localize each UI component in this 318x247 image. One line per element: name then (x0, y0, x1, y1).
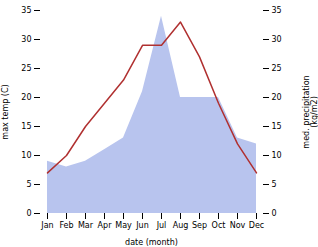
svg-text:20: 20 (272, 93, 282, 102)
svg-text:Mar: Mar (78, 221, 94, 230)
svg-text:5: 5 (272, 180, 277, 189)
svg-text:Jul: Jul (156, 221, 167, 230)
svg-text:date (month): date (month) (125, 238, 178, 247)
svg-text:Dec: Dec (249, 221, 264, 230)
svg-text:0: 0 (26, 209, 31, 218)
svg-text:Jan: Jan (40, 221, 53, 230)
svg-text:Apr: Apr (98, 221, 113, 230)
svg-text:35: 35 (272, 6, 282, 15)
svg-text:5: 5 (26, 180, 31, 189)
svg-text:10: 10 (272, 151, 282, 160)
svg-text:30: 30 (272, 35, 282, 44)
svg-text:max temp (C): max temp (C) (1, 84, 10, 139)
svg-text:Aug: Aug (173, 221, 189, 230)
svg-text:Sep: Sep (192, 221, 207, 230)
svg-text:25: 25 (272, 64, 282, 73)
svg-text:20: 20 (21, 93, 31, 102)
svg-text:Jun: Jun (135, 221, 149, 230)
svg-text:25: 25 (21, 64, 31, 73)
svg-text:May: May (115, 221, 132, 230)
svg-text:Feb: Feb (59, 221, 73, 230)
svg-text:10: 10 (21, 151, 31, 160)
svg-text:35: 35 (21, 6, 31, 15)
svg-text:med. precipitation(kg/m2): med. precipitation(kg/m2) (302, 75, 318, 148)
svg-text:15: 15 (21, 122, 31, 131)
svg-text:Nov: Nov (230, 221, 246, 230)
svg-text:30: 30 (21, 35, 31, 44)
svg-text:0: 0 (272, 209, 277, 218)
svg-text:15: 15 (272, 122, 282, 131)
svg-text:Oct: Oct (212, 221, 226, 230)
